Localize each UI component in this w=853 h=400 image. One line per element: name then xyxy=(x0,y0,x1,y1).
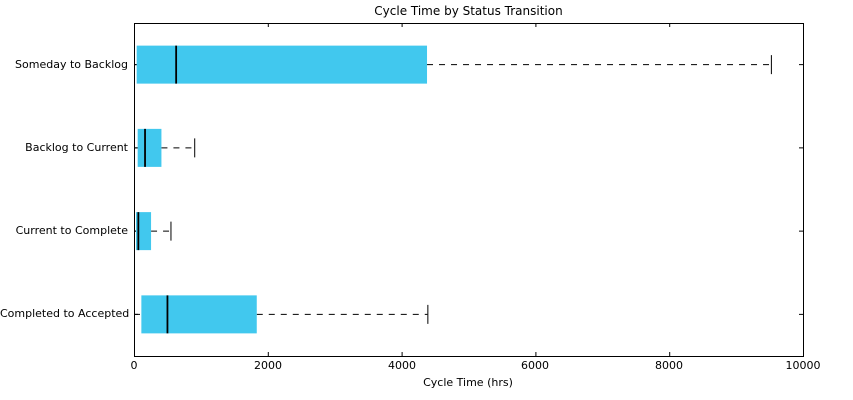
box xyxy=(136,45,428,84)
x-axis-label: Cycle Time (hrs) xyxy=(423,376,513,389)
x-tick-label-4000: 4000 xyxy=(388,359,416,372)
x-tick-label-6000: 6000 xyxy=(521,359,549,372)
y-tick-label-current-to-complete: Current to Complete xyxy=(15,224,128,237)
y-tick-label-completed-to-accepted: Completed to Accepted xyxy=(0,307,130,320)
box xyxy=(137,128,162,167)
x-tick-label-2000: 2000 xyxy=(254,359,282,372)
box xyxy=(136,212,152,251)
y-tick-label-backlog-to-current: Backlog to Current xyxy=(25,141,128,154)
x-tick-label-0: 0 xyxy=(130,359,138,372)
box xyxy=(141,295,257,334)
y-tick-label-someday-to-backlog: Someday to Backlog xyxy=(15,58,128,71)
x-tick-label-10000: 10000 xyxy=(785,359,821,372)
x-tick-label-8000: 8000 xyxy=(655,359,683,372)
axes-frame xyxy=(134,23,804,357)
chart-title: Cycle Time by Status Transition xyxy=(374,4,563,18)
